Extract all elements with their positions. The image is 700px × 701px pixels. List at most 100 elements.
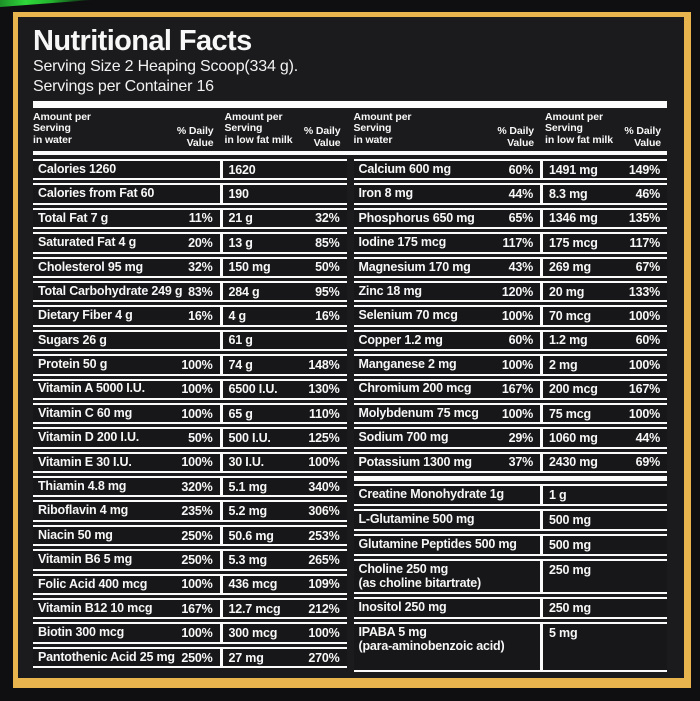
milk-serving-cell: 74 g 148% xyxy=(219,356,347,374)
nutrition-tables: Calories 1260 1620 Calories from Fat 60 190… xyxy=(33,159,667,672)
col-header-water: Amount per Serving in water xyxy=(33,111,91,146)
nutrient-row: Creatine Monohydrate 1g 1 g xyxy=(353,484,667,507)
milk-daily-value: 265% xyxy=(308,552,340,567)
milk-serving-cell: 2430 mg 69% xyxy=(540,453,667,472)
water-daily-value: 100% xyxy=(181,382,213,397)
milk-serving-cell: 250 mg xyxy=(540,561,667,593)
nutrient-label: Vitamin B6 5 mg xyxy=(38,552,133,567)
milk-serving-cell: 1060 mg 44% xyxy=(540,429,667,447)
milk-serving-cell: 75 mcg 100% xyxy=(540,404,667,423)
nutrient-row: Saturated Fat 4 g 20% 13 g 85% xyxy=(33,232,347,254)
nutrient-row: Iodine 175 mcg 117% 175 mcg 117% xyxy=(353,232,667,254)
milk-amount: 5.3 mg xyxy=(228,552,268,567)
water-serving-cell: Total Fat 7 g 11% xyxy=(33,210,220,227)
water-serving-cell: Creatine Monohydrate 1g xyxy=(354,486,541,504)
nutrient-label: Creatine Monohydrate 1g xyxy=(358,487,505,502)
nutrient-row: Vitamin C 60 mg 100% 65 g 110% xyxy=(33,402,347,425)
milk-amount: 1.2 mg xyxy=(549,333,588,348)
water-daily-value: 32% xyxy=(188,260,213,275)
column-headers: Amount per Serving in water % Daily Valu… xyxy=(33,111,667,149)
nutrient-label: Manganese 2 mg xyxy=(358,357,457,372)
milk-amount: 200 mcg xyxy=(549,382,598,397)
milk-serving-cell: 1 g xyxy=(540,486,667,505)
header-group-left: Amount per Serving in water % Daily Valu… xyxy=(33,111,347,149)
water-serving-cell: Copper 1.2 mg 60% xyxy=(354,332,541,349)
water-daily-value: 44% xyxy=(508,187,534,202)
water-serving-cell: Total Carbohydrate 249 g 83% xyxy=(33,283,220,300)
water-serving-cell: Vitamin E 30 I.U. 100% xyxy=(33,454,220,471)
nutrient-row: IPABA 5 mg (para-aminobenzoic acid) 5 mg xyxy=(353,622,667,672)
milk-daily-value: 167% xyxy=(628,382,660,397)
milk-serving-cell: 190 xyxy=(219,185,347,203)
nutrient-row: Cholesterol 95 mg 32% 150 mg 50% xyxy=(33,256,347,278)
milk-amount: 70 mcg xyxy=(549,309,591,324)
milk-amount: 150 mg xyxy=(228,260,271,275)
water-serving-cell: Vitamin B12 10 mcg 167% xyxy=(33,600,220,617)
water-serving-cell: Cholesterol 95 mg 32% xyxy=(33,259,220,276)
nutrient-row: Inositol 250 mg 250 mg xyxy=(353,597,667,620)
water-daily-value: 11% xyxy=(188,211,213,226)
water-daily-value: 43% xyxy=(508,260,534,275)
milk-serving-cell: 30 I.U. 100% xyxy=(219,453,347,472)
nutrient-label: Calories from Fat 60 xyxy=(38,186,155,201)
milk-serving-cell: 8.3 mg 46% xyxy=(540,185,667,203)
col-header-milk: Amount per Serving in low fat milk xyxy=(224,111,293,146)
water-serving-cell: Riboflavin 4 mg 235% xyxy=(33,502,220,519)
milk-amount: 500 mg xyxy=(549,513,591,528)
water-serving-cell: Calcium 600 mg 60% xyxy=(354,161,541,178)
nutrient-label: Sodium 700 mg xyxy=(358,430,449,445)
milk-amount: 5.2 mg xyxy=(228,504,268,519)
milk-amount: 6500 I.U. xyxy=(228,382,278,397)
nutrient-row: Iron 8 mg 44% 8.3 mg 46% xyxy=(353,183,667,205)
nutrient-row: Total Carbohydrate 249 g 83% 284 g 95% xyxy=(33,280,347,303)
milk-daily-value: 117% xyxy=(629,235,661,250)
nutrient-label: Potassium 1300 mg xyxy=(358,454,473,469)
water-daily-value: 167% xyxy=(181,601,213,616)
milk-daily-value: 16% xyxy=(315,309,340,324)
nutrient-label: Cholesterol 95 mg xyxy=(38,259,143,274)
nutrient-row: Biotin 300 mcg 100% 300 mcg 100% xyxy=(33,622,347,644)
water-daily-value: 16% xyxy=(188,309,213,324)
milk-daily-value: 100% xyxy=(628,406,660,421)
water-serving-cell: Iodine 175 mcg 117% xyxy=(354,234,541,251)
milk-daily-value: 69% xyxy=(635,455,661,470)
nutrient-row: Magnesium 170 mg 43% 269 mg 67% xyxy=(353,256,667,278)
water-daily-value: 60% xyxy=(508,333,534,348)
water-serving-cell: Niacin 50 mg 250% xyxy=(33,527,220,544)
water-daily-value: 100% xyxy=(181,406,213,421)
nutrient-label: Biotin 300 mcg xyxy=(38,625,125,640)
water-daily-value: 29% xyxy=(508,430,534,445)
milk-amount: 8.3 mg xyxy=(549,187,588,202)
nutrient-label: Vitamin C 60 mg xyxy=(38,405,133,420)
milk-amount: 5 mg xyxy=(549,626,578,641)
milk-serving-cell: 436 mcg 109% xyxy=(219,575,347,594)
nutrient-label: Niacin 50 mg xyxy=(38,527,113,542)
milk-amount: 1060 mg xyxy=(549,430,598,445)
nutrient-row: Dietary Fiber 4 g 16% 4 g 16% xyxy=(33,305,347,327)
label-title: Nutritional Facts xyxy=(33,25,252,57)
milk-serving-cell: 1.2 mg 60% xyxy=(540,331,667,350)
milk-daily-value: 60% xyxy=(635,333,661,348)
milk-serving-cell: 5.1 mg 340% xyxy=(219,478,347,496)
nutrient-label: Phosphorus 650 mg xyxy=(358,210,475,225)
nutrient-row: Choline 250 mg (as choline bitartrate) 25… xyxy=(353,559,667,595)
water-serving-cell: Phosphorus 650 mg 65% xyxy=(354,210,541,227)
nutrient-row: Zinc 18 mg 120% 20 mg 133% xyxy=(353,280,667,303)
milk-amount: 284 g xyxy=(228,284,260,299)
water-daily-value: 100% xyxy=(181,357,213,372)
water-serving-cell: Sugars 26 g xyxy=(33,332,220,349)
nutrient-row: Folic Acid 400 mcg 100% 436 mcg 109% xyxy=(33,573,347,596)
nutrient-label: Iron 8 mg xyxy=(358,186,414,201)
water-serving-cell: L-Glutamine 500 mg xyxy=(354,511,541,529)
water-daily-value: 100% xyxy=(181,577,213,592)
milk-serving-cell: 300 mcg 100% xyxy=(219,624,347,642)
water-daily-value: 60% xyxy=(508,162,534,177)
milk-daily-value: 130% xyxy=(308,382,340,397)
milk-daily-value: 125% xyxy=(308,430,340,445)
milk-amount: 5.1 mg xyxy=(228,479,268,494)
milk-serving-cell: 13 g 85% xyxy=(219,234,347,252)
water-serving-cell: Thiamin 4.8 mg 320% xyxy=(33,478,220,495)
nutrient-row: Chromium 200 mcg 167% 200 mcg 167% xyxy=(353,378,667,400)
water-serving-cell: Folic Acid 400 mcg 100% xyxy=(33,576,220,593)
milk-amount: 250 mg xyxy=(549,563,591,578)
